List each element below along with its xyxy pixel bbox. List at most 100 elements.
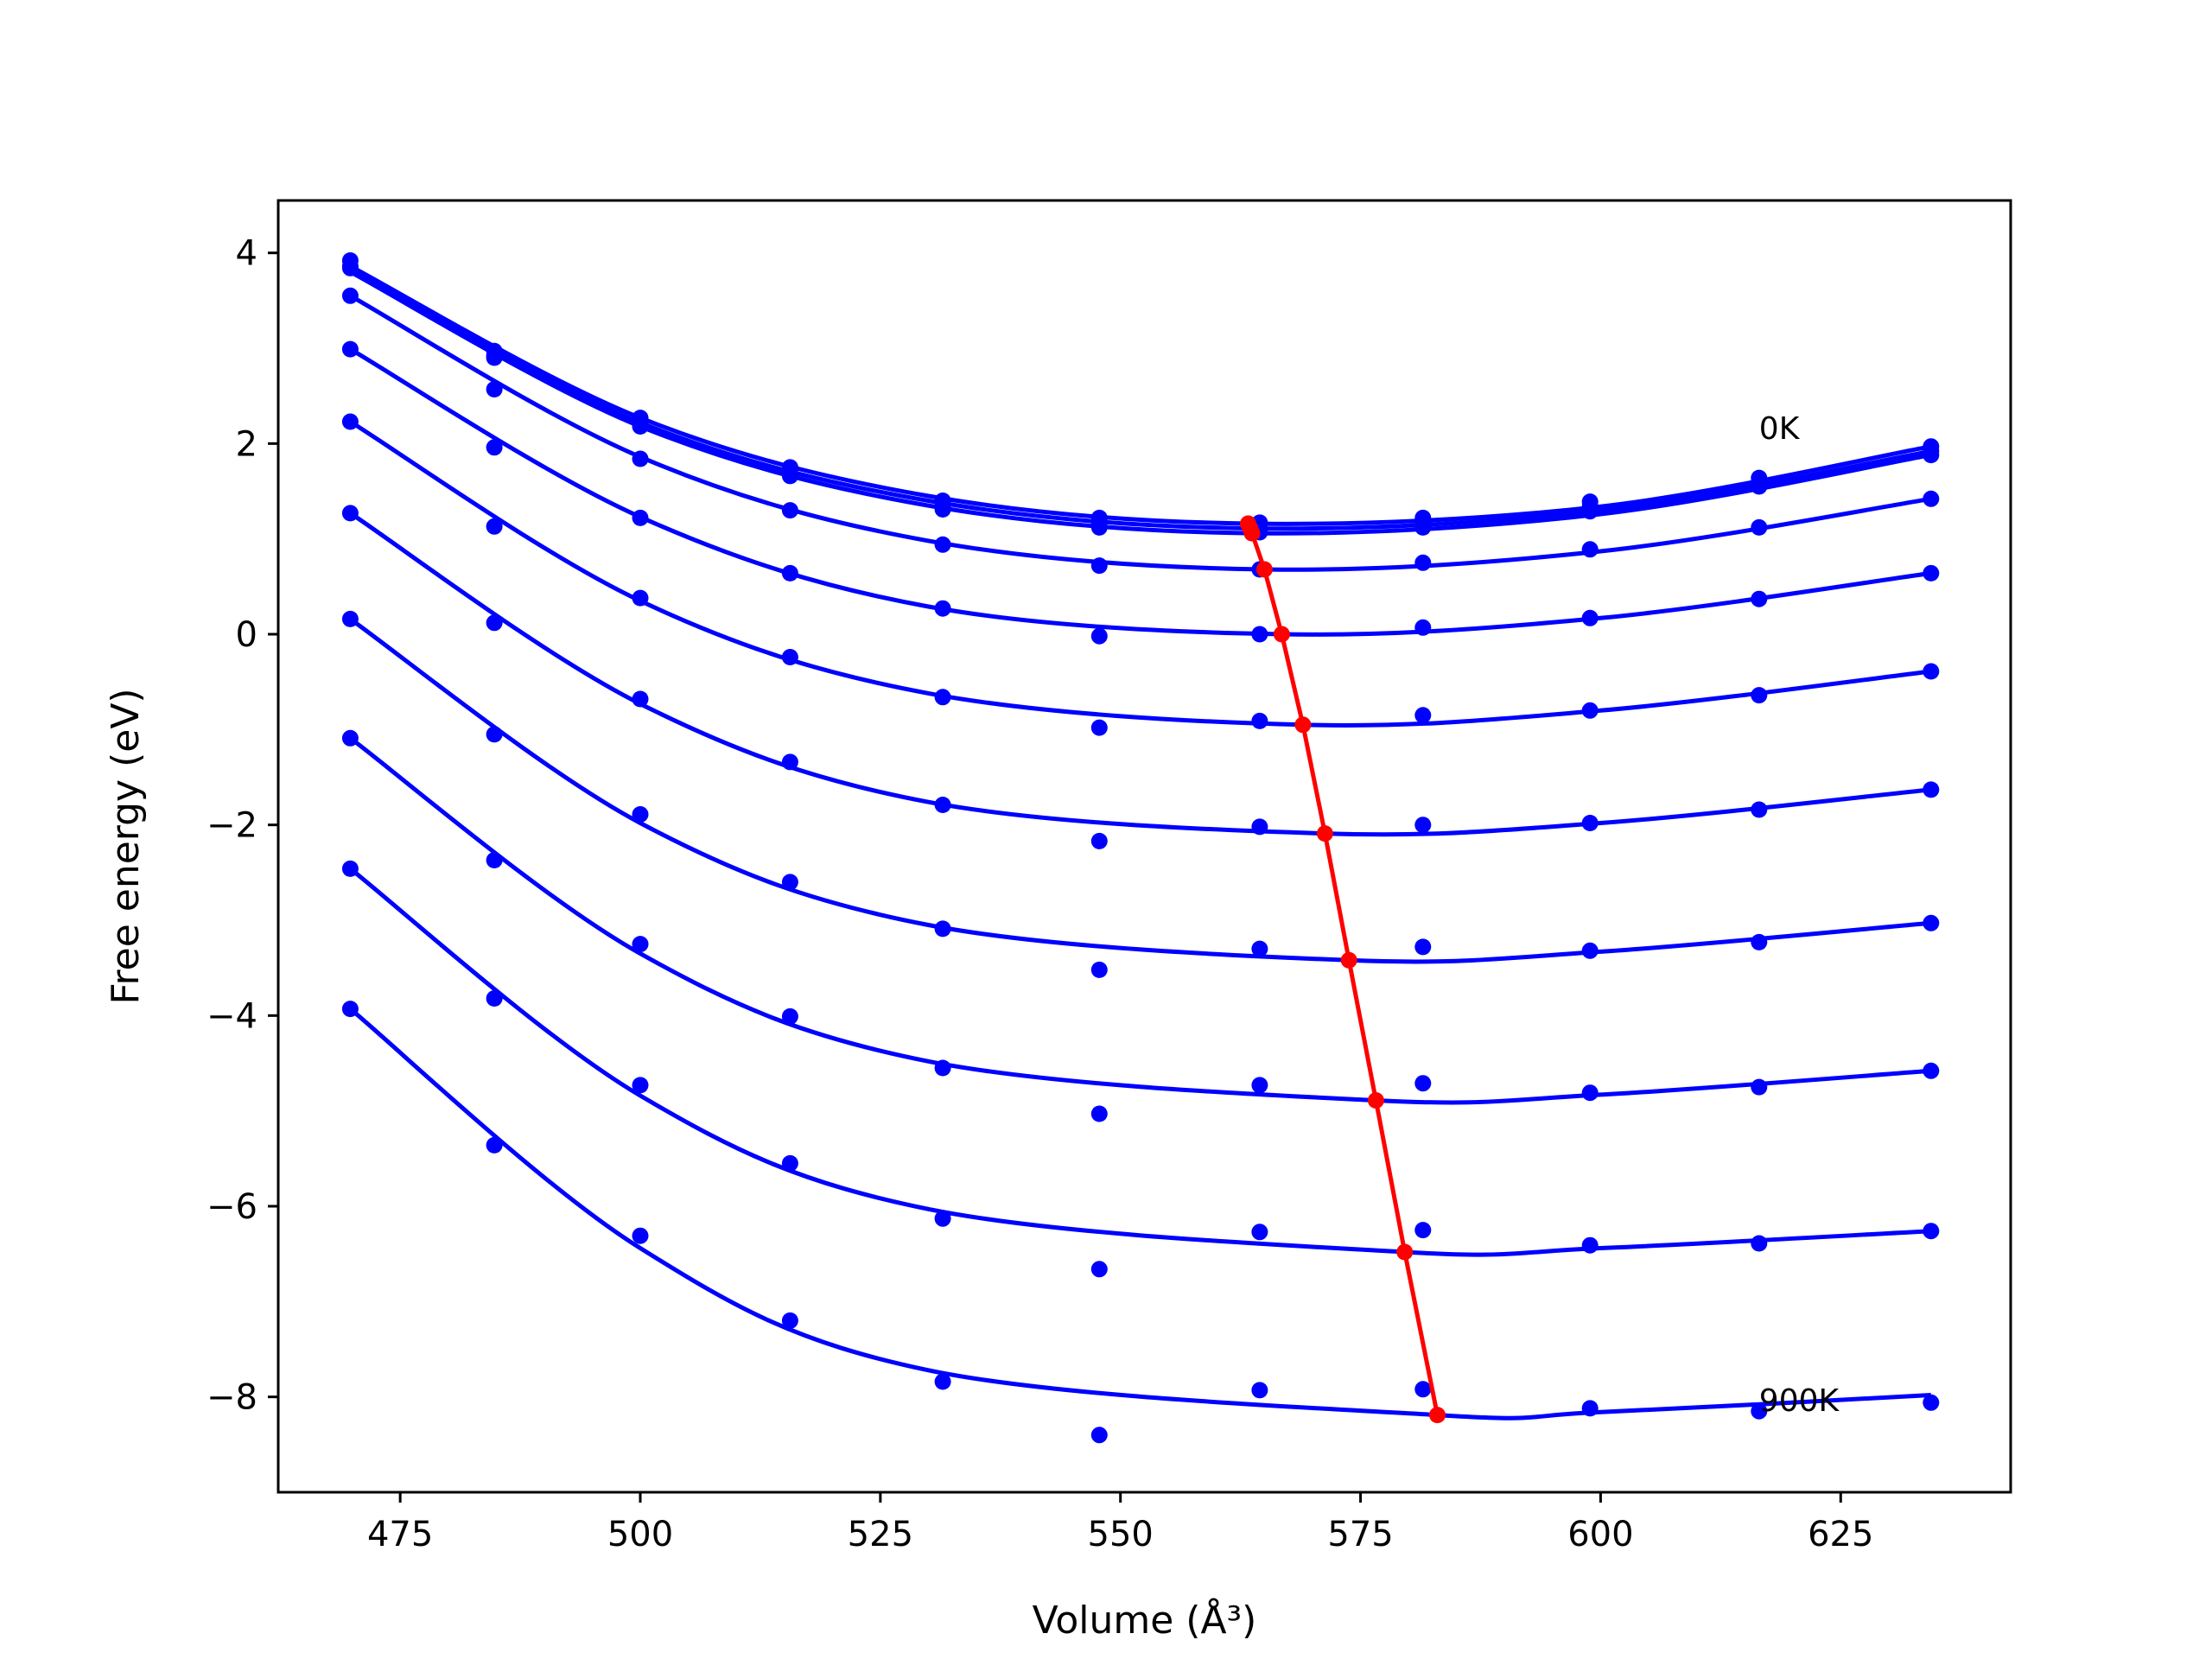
- y-axis: 4 2 0 −2 −4 −6 −8: [207, 234, 278, 1418]
- data-point: [341, 505, 359, 522]
- data-point: [1923, 781, 1940, 798]
- data-point: [781, 649, 798, 665]
- data-point: [1751, 1402, 1768, 1420]
- data-point: [1251, 1382, 1268, 1399]
- data-point: [781, 1007, 798, 1025]
- data-point: [1751, 590, 1768, 607]
- data-point: [632, 450, 649, 467]
- data-point: [341, 729, 359, 747]
- annotations: 0K 900K: [1759, 411, 1840, 1419]
- data-point: [1923, 663, 1940, 680]
- minimum-point: [1294, 716, 1312, 734]
- data-point: [632, 936, 649, 953]
- x-tick-label: 600: [1567, 1515, 1633, 1554]
- data-point: [1090, 627, 1108, 645]
- data-point: [486, 518, 503, 535]
- minimum-path: [1240, 515, 1446, 1424]
- data-point: [934, 1210, 951, 1227]
- isotherm-fit-curve: [348, 1007, 1931, 1421]
- data-point: [486, 990, 503, 1007]
- minimum-point: [1396, 1243, 1414, 1261]
- data-point: [1090, 961, 1108, 978]
- data-point: [1751, 1078, 1768, 1096]
- data-point: [1751, 478, 1768, 495]
- curve-annotation: 0K: [1759, 411, 1801, 447]
- data-point: [1414, 1381, 1432, 1398]
- data-point: [1751, 518, 1768, 536]
- isotherm-fit-curve: [349, 511, 1932, 837]
- data-point: [1923, 447, 1940, 464]
- data-point: [781, 1312, 798, 1329]
- data-point: [341, 287, 359, 304]
- data-point: [632, 589, 649, 607]
- data-point: [486, 349, 503, 366]
- data-point: [934, 920, 951, 938]
- data-point: [1090, 719, 1108, 736]
- minimum-point: [1429, 1407, 1446, 1424]
- x-tick-label: 575: [1327, 1515, 1393, 1554]
- x-axis: 475 500 525 550 575 600 625: [367, 1492, 1873, 1554]
- data-point: [1581, 942, 1599, 959]
- isotherm-fit-curve: [349, 419, 1932, 728]
- data-point: [1090, 518, 1108, 536]
- data-point: [934, 1059, 951, 1077]
- y-tick-label: 0: [236, 615, 257, 655]
- data-point: [1414, 1222, 1432, 1239]
- data-point: [1414, 1075, 1432, 1092]
- x-axis-label: Volume (Å³): [1033, 1597, 1257, 1643]
- data-point: [341, 259, 359, 276]
- data-point: [486, 439, 503, 456]
- data-point: [934, 600, 951, 617]
- data-point: [934, 536, 951, 553]
- data-point: [1923, 1394, 1940, 1411]
- data-point: [1581, 503, 1599, 520]
- data-point: [1751, 801, 1768, 818]
- data-point: [1414, 938, 1432, 956]
- data-point: [934, 797, 951, 813]
- data-point: [1414, 554, 1432, 571]
- data-point: [341, 610, 359, 627]
- data-point: [341, 860, 359, 877]
- data-point: [934, 501, 951, 518]
- data-point: [1751, 933, 1768, 950]
- data-point: [341, 1001, 359, 1018]
- data-point: [1581, 609, 1599, 626]
- data-point: [781, 1154, 798, 1172]
- minimum-point: [1255, 561, 1273, 578]
- data-point: [781, 753, 798, 771]
- minimum-point: [1340, 951, 1357, 969]
- x-tick-label: 525: [848, 1515, 913, 1554]
- data-point: [1090, 557, 1108, 575]
- data-point: [341, 413, 359, 430]
- y-tick-label: 4: [236, 234, 257, 274]
- isotherm-fit-curve: [348, 617, 1932, 964]
- data-point: [1090, 832, 1108, 849]
- x-tick-label: 475: [367, 1515, 433, 1554]
- data-point: [1251, 626, 1268, 643]
- data-point: [1414, 817, 1432, 834]
- data-point: [632, 690, 649, 708]
- data-point: [486, 1136, 503, 1154]
- data-point: [486, 852, 503, 868]
- data-point: [1090, 1427, 1108, 1444]
- data-point: [1251, 940, 1268, 957]
- data-point: [1581, 541, 1599, 558]
- y-tick-label: −6: [207, 1187, 257, 1227]
- data-point: [934, 1373, 951, 1390]
- data-point: [486, 614, 503, 632]
- y-tick-label: −4: [207, 996, 257, 1036]
- data-point: [486, 726, 503, 743]
- minimum-point: [1273, 626, 1290, 643]
- minimum-point: [1243, 524, 1261, 542]
- data-point: [341, 340, 359, 358]
- data-point: [934, 689, 951, 706]
- data-point: [1923, 490, 1940, 507]
- y-tick-label: −8: [207, 1378, 257, 1418]
- data-point: [1414, 619, 1432, 636]
- data-point: [781, 564, 798, 582]
- data-point: [486, 381, 503, 397]
- isotherm-curves: [348, 264, 1932, 1421]
- data-point: [1581, 1084, 1599, 1102]
- data-point: [1581, 1400, 1599, 1417]
